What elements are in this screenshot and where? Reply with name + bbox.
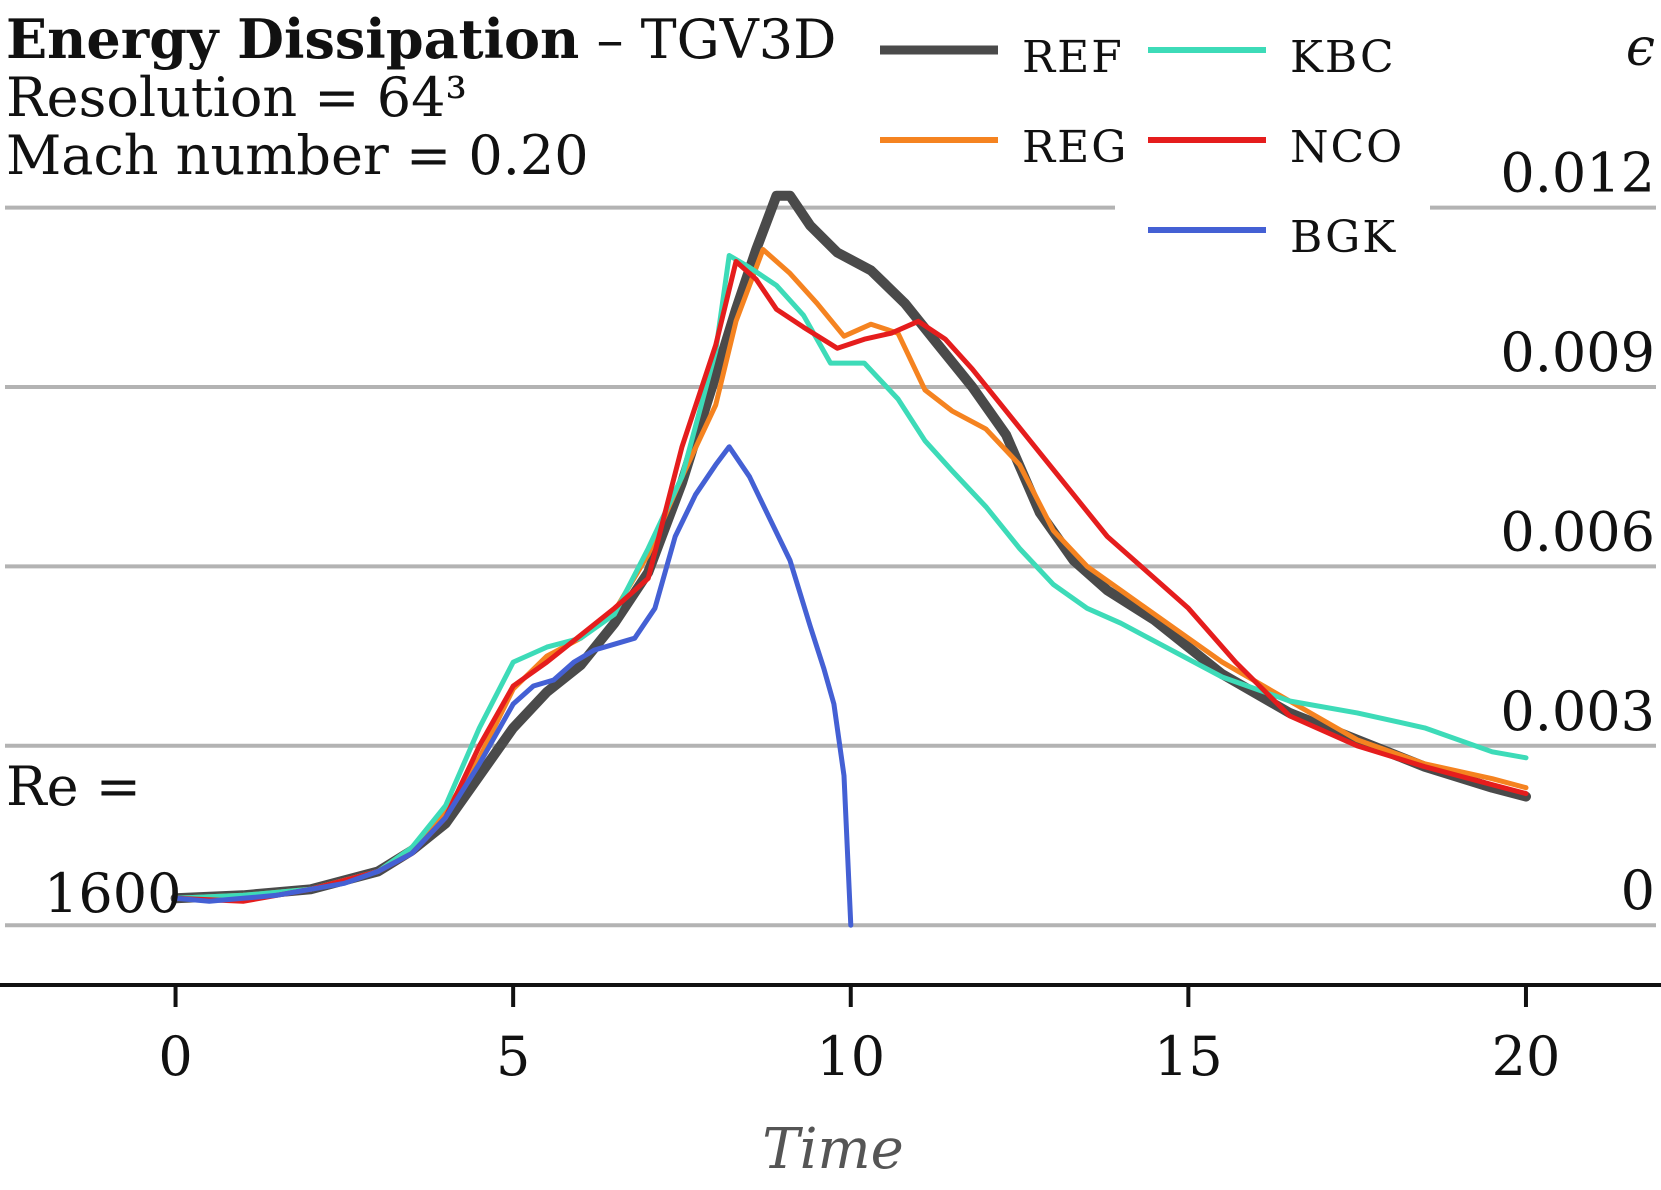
series-line-nco xyxy=(173,259,1529,904)
y-axis-symbol: ϵ xyxy=(1625,18,1655,78)
legend-label-bgk: BGK xyxy=(1290,212,1397,263)
chart-title-block: Energy Dissipation – TGV3D Resolution = … xyxy=(6,10,836,185)
reynolds-label: Re = xyxy=(6,755,142,818)
series-line-bgk xyxy=(173,444,854,928)
y-tick-label: 0.006 xyxy=(1500,500,1655,563)
x-tick-label: 20 xyxy=(1492,1025,1561,1088)
legend-label-reg: REG xyxy=(1022,122,1128,173)
series-line-ref xyxy=(170,190,1531,904)
y-tick-label: 0 xyxy=(1621,859,1655,922)
y-tick-label: 0.003 xyxy=(1500,680,1655,743)
legend-label-kbc: KBC xyxy=(1290,32,1396,83)
x-tick-label: 0 xyxy=(158,1025,192,1088)
chart-title-rest: – TGV3D xyxy=(579,8,837,71)
legend: REF REG KBC NCO BGK xyxy=(880,32,1404,263)
x-axis: 0 5 10 15 20 xyxy=(0,983,1661,1088)
x-axis-label: Time xyxy=(762,1117,904,1182)
y-tick-label: 0.009 xyxy=(1500,321,1655,384)
x-tick-label: 15 xyxy=(1154,1025,1223,1088)
chart-title: Energy Dissipation – TGV3D xyxy=(6,10,836,69)
legend-label-ref: REF xyxy=(1022,32,1124,83)
series-line-reg xyxy=(173,247,1529,901)
x-tick-label: 10 xyxy=(816,1025,885,1088)
legend-label-nco: NCO xyxy=(1290,122,1404,173)
x-tick-label: 5 xyxy=(496,1025,530,1088)
resolution-label: Resolution = 64³ xyxy=(6,66,468,129)
mach-number-label: Mach number = 0.20 xyxy=(6,124,589,187)
y-tick-label: 0.012 xyxy=(1500,142,1655,205)
y-axis-tick-labels: 0 0.003 0.006 0.009 0.012 xyxy=(1500,142,1655,923)
reynolds-value: 1600 xyxy=(44,862,182,925)
gridlines xyxy=(5,205,1656,928)
chart-title-bold: Energy Dissipation xyxy=(6,7,580,71)
series-line-kbc xyxy=(173,253,1529,901)
plot-area xyxy=(170,190,1531,928)
